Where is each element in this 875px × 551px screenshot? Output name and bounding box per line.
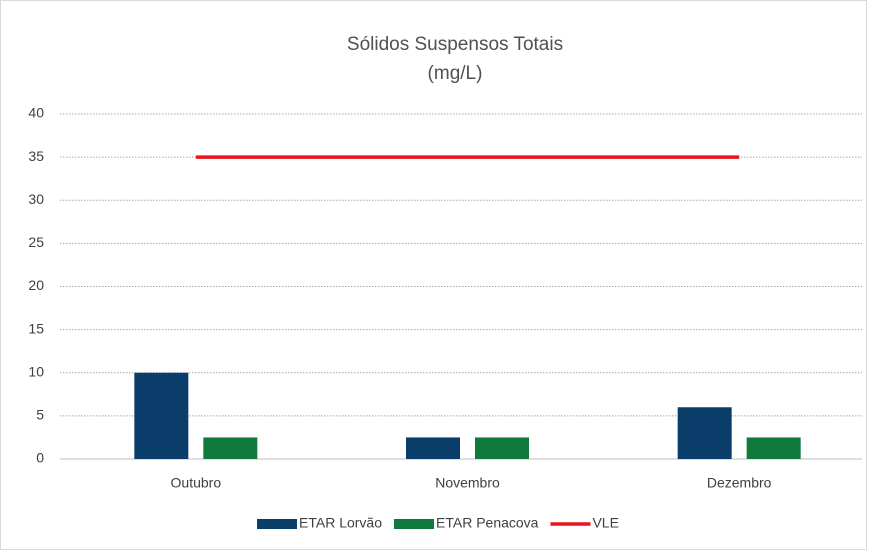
y-tick-label: 20 xyxy=(28,277,44,293)
bar xyxy=(406,437,460,459)
bar xyxy=(475,437,529,459)
y-tick-label: 15 xyxy=(28,320,44,336)
legend-label: VLE xyxy=(592,515,618,531)
x-tick-label: Outubro xyxy=(171,475,222,491)
chart-title: Sólidos Suspensos Totais xyxy=(347,34,563,55)
x-tick-label: Novembro xyxy=(435,475,500,491)
y-tick-label: 0 xyxy=(36,450,44,466)
y-tick-label: 10 xyxy=(28,363,44,379)
bar xyxy=(677,407,732,459)
y-tick-label: 25 xyxy=(28,234,44,250)
y-tick-label: 30 xyxy=(28,191,44,207)
legend-swatch xyxy=(257,519,297,529)
x-tick-label: Dezembro xyxy=(707,475,772,491)
bar xyxy=(203,437,258,459)
y-tick-label: 35 xyxy=(28,148,44,164)
y-tick-label: 40 xyxy=(28,105,44,121)
bar xyxy=(134,372,189,459)
bar xyxy=(746,437,801,459)
chart-subtitle: (mg/L) xyxy=(428,63,483,84)
legend-swatch xyxy=(394,519,434,529)
legend-label: ETAR Penacova xyxy=(436,515,539,531)
y-tick-label: 5 xyxy=(36,407,44,423)
legend-label: ETAR Lorvão xyxy=(299,515,382,531)
